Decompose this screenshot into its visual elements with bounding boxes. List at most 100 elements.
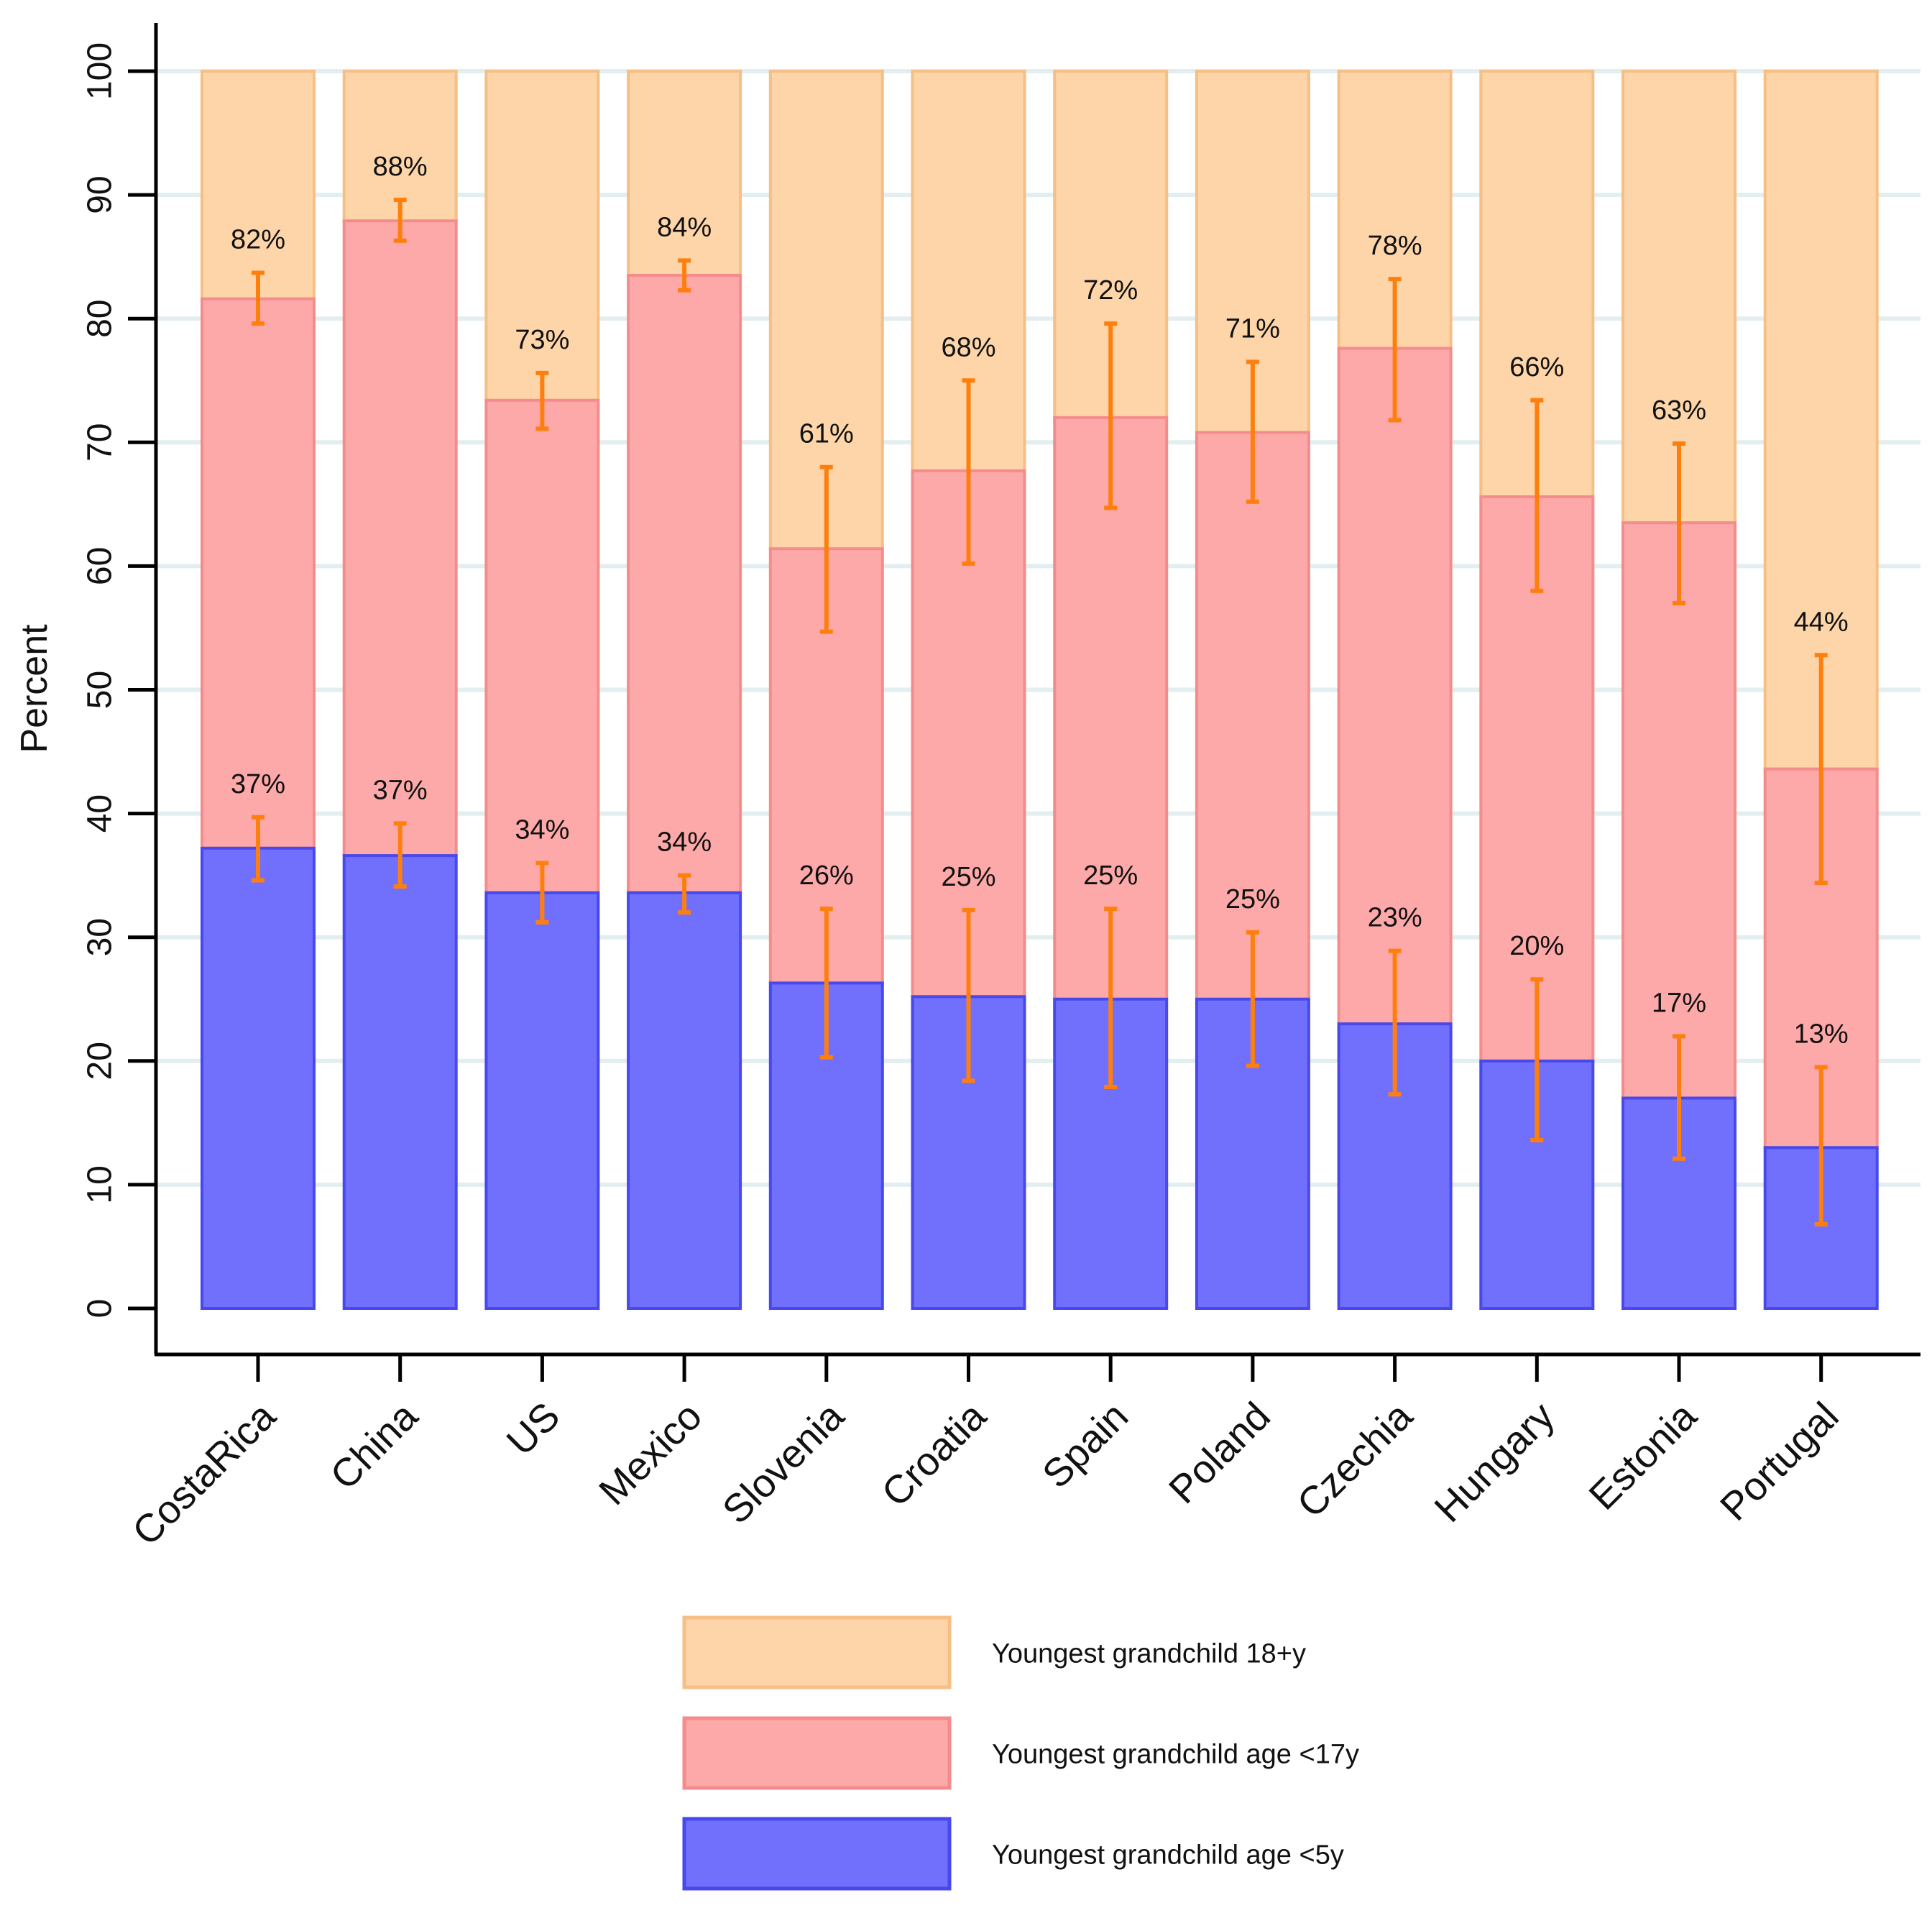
error-bar-under17 (962, 378, 975, 566)
data-label-under5: 37% (373, 775, 428, 805)
legend-swatch (682, 1817, 952, 1891)
data-label-under17: 84% (657, 212, 712, 242)
error-bar-under5 (819, 907, 833, 1060)
y-tick-label: 80 (80, 300, 119, 338)
bar-segment-under5 (201, 846, 316, 1310)
error-bar-under17 (1814, 653, 1828, 885)
data-label-under5: 23% (1368, 903, 1422, 933)
data-label-under5: 37% (231, 769, 285, 799)
legend-swatch (682, 1615, 952, 1689)
x-tick-label: Slovenia (714, 1393, 852, 1532)
bar-segment-adult (627, 70, 742, 277)
bar-segment-adult (484, 70, 600, 402)
error-bar-under5 (535, 861, 549, 925)
data-label-under5: 26% (799, 861, 854, 891)
data-label-under5: 34% (657, 827, 712, 858)
data-label-under17: 71% (1225, 313, 1280, 344)
error-bar-under17 (393, 197, 407, 243)
error-bar-under5 (1388, 948, 1402, 1097)
legend-swatch (682, 1716, 952, 1790)
error-bar-under17 (819, 464, 833, 634)
error-bar-under5 (1246, 930, 1259, 1068)
data-label-under17: 73% (515, 325, 569, 355)
data-labels: 82% 37% 88% 37% 73% 34% 84% 34% 61% 26% 68% 25% 72% 2… (231, 152, 1849, 1049)
data-label-under17: 66% (1509, 352, 1564, 382)
x-tick-label: Croatia (873, 1393, 995, 1515)
error-bar-under17 (678, 258, 691, 293)
error-bar-under17 (1530, 398, 1544, 593)
data-label-under5: 13% (1794, 1019, 1849, 1049)
y-tick-label: 30 (80, 918, 119, 956)
error-bar-under5 (252, 815, 264, 883)
y-axis-title: Percent (14, 624, 55, 753)
bar-segment-under17 (627, 273, 742, 894)
y-tick-label: 0 (80, 1299, 119, 1318)
error-bar-under17 (1388, 277, 1402, 423)
data-label-under5: 20% (1509, 931, 1564, 961)
legend-label: Youngest grandchild age <5y (992, 1840, 1344, 1870)
error-bar-under5 (1673, 1034, 1685, 1161)
legend-item-lt17: Youngest grandchild age <17y (682, 1716, 1359, 1790)
x-tick-label: Hungary (1426, 1393, 1563, 1531)
data-label-under17: 82% (231, 225, 285, 255)
y-tick-label: 20 (80, 1042, 119, 1080)
x-tick-label: Spain (1034, 1393, 1136, 1496)
bar-segment-under17 (201, 297, 316, 850)
y-tick-label: 40 (80, 794, 119, 833)
x-tick-label: Poland (1160, 1393, 1279, 1512)
x-tick-label: Portugal (1711, 1393, 1847, 1529)
y-tick-label: 70 (80, 423, 119, 462)
bar-segment-under5 (484, 891, 600, 1310)
x-tick-label: Estonia (1581, 1393, 1706, 1518)
y-tick-label: 60 (80, 547, 119, 585)
data-label-under17: 88% (373, 152, 428, 182)
bars (201, 70, 1879, 1311)
y-tick-label: 10 (80, 1165, 119, 1203)
legend-item-adult: Youngest grandchild 18+y (682, 1615, 1306, 1689)
data-label-under5: 25% (1083, 861, 1138, 891)
x-tick-label: US (498, 1393, 569, 1464)
bar-segment-under17 (1053, 416, 1169, 1001)
error-bars (252, 197, 1828, 1226)
bar-segment-under17 (342, 219, 458, 858)
bar-segment-under17 (484, 398, 600, 894)
bar-segment-adult (342, 70, 458, 223)
error-bar-under5 (678, 873, 691, 915)
legend-item-lt5: Youngest grandchild age <5y (682, 1817, 1344, 1891)
data-label-under17: 68% (941, 332, 995, 362)
data-label-under5: 17% (1652, 988, 1706, 1018)
error-bar-under17 (535, 370, 549, 431)
error-bar-under5 (1814, 1065, 1828, 1226)
legend-label: Youngest grandchild age <17y (992, 1739, 1359, 1769)
data-label-under5: 34% (515, 815, 569, 845)
bar-segment-adult (1763, 70, 1879, 771)
data-label-under5: 25% (1225, 884, 1280, 914)
error-bar-under5 (962, 907, 975, 1083)
x-tick-label: China (321, 1393, 426, 1498)
error-bar-under5 (1104, 907, 1118, 1089)
x-tick-label: Czechia (1288, 1393, 1421, 1526)
data-label-under17: 63% (1652, 395, 1706, 426)
data-label-under5: 25% (941, 862, 995, 892)
data-label-under17: 61% (799, 419, 854, 449)
y-tick-label: 100 (80, 42, 119, 100)
bar-segment-adult (201, 70, 316, 301)
error-bar-under5 (1530, 977, 1544, 1142)
error-bar-under5 (393, 821, 407, 889)
error-bar-under17 (252, 270, 264, 326)
error-bar-under17 (1246, 359, 1259, 504)
data-label-under17: 72% (1083, 275, 1138, 306)
bar-segment-under5 (342, 854, 458, 1310)
bar-segment-under5 (627, 891, 742, 1310)
legend: Youngest grandchild 18+y Youngest grandch… (682, 1615, 1359, 1891)
error-bar-under17 (1104, 321, 1118, 510)
x-tick-label: CostaRica (124, 1393, 285, 1554)
y-ticks: 0 10 20 30 40 50 60 70 80 90 100 (80, 42, 156, 1318)
legend-label: Youngest grandchild 18+y (992, 1638, 1306, 1669)
error-bar-under17 (1673, 441, 1685, 606)
data-label-under17: 44% (1794, 607, 1849, 637)
x-tick-label: Mexico (590, 1393, 710, 1513)
data-label-under17: 78% (1368, 231, 1422, 261)
x-ticks: CostaRica China US Mexico Slovenia Croatia Spa… (124, 1354, 1847, 1554)
